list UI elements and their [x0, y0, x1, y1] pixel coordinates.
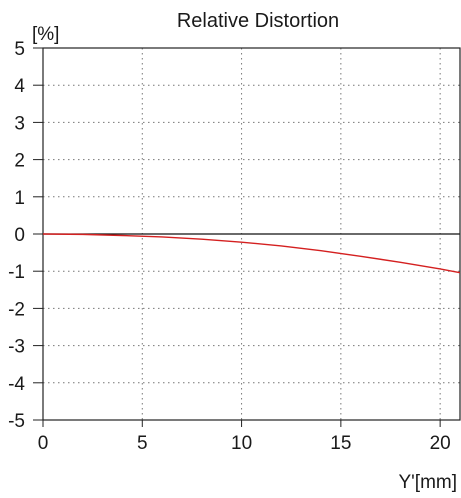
y-tick-label: 2 — [14, 151, 25, 172]
y-tick-label: -2 — [8, 299, 25, 320]
y-tick-label: 3 — [14, 113, 25, 134]
y-tick-label: 0 — [14, 225, 25, 246]
distortion-line — [42, 233, 461, 274]
chart-title: Relative Distortion — [177, 10, 339, 32]
series-lines — [42, 233, 461, 274]
y-tick-label: 4 — [14, 76, 25, 97]
x-tick-label: 20 — [430, 433, 451, 454]
y-tick-label: 1 — [14, 188, 25, 209]
x-tick-label: 5 — [137, 433, 148, 454]
y-tick-label: -4 — [8, 374, 25, 395]
axes — [33, 47, 461, 427]
y-tick-label: -3 — [8, 337, 25, 358]
y-tick-label: -1 — [8, 262, 25, 283]
x-tick-label: 0 — [38, 433, 49, 454]
y-axis-label: [%] — [32, 24, 59, 45]
y-tick-label: -5 — [8, 411, 25, 432]
x-tick-label: 10 — [231, 433, 252, 454]
x-axis-label: Y'[mm] — [398, 472, 457, 493]
y-tick-label: 5 — [14, 39, 25, 60]
x-tick-label: 15 — [330, 433, 351, 454]
